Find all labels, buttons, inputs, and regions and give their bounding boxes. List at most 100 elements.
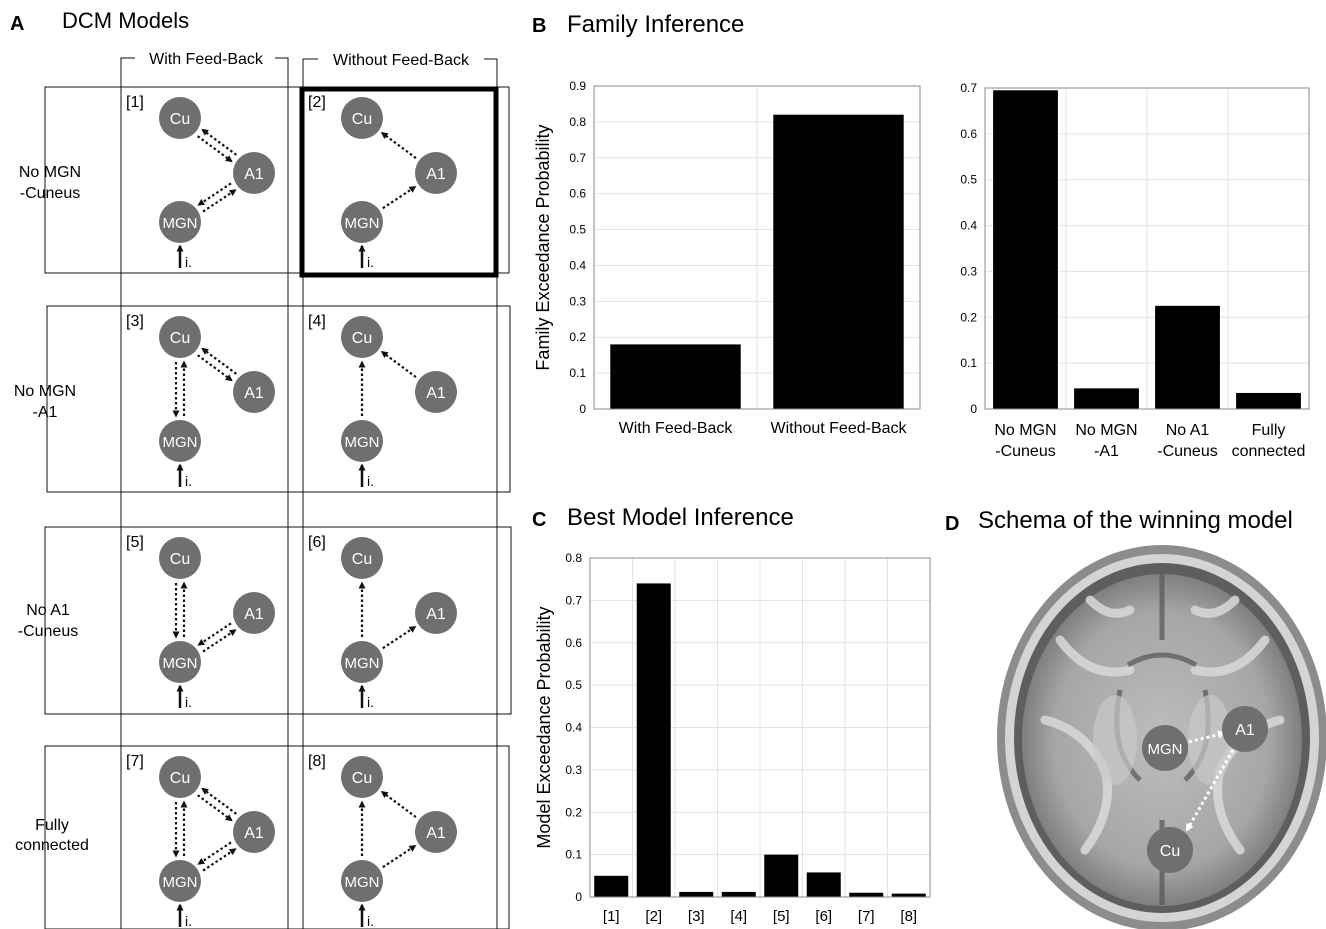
y-tick-label: 0.2 xyxy=(569,330,586,344)
cu-to-a1-connection xyxy=(197,354,233,382)
node-cu-label: Cu xyxy=(352,551,372,568)
x-tick-label: With Feed-Back xyxy=(619,420,734,437)
node-a1 xyxy=(233,371,275,413)
y-tick-label: 0 xyxy=(970,402,977,416)
y-tick-label: 0.6 xyxy=(569,187,586,201)
svg-text:No MGN: No MGN xyxy=(14,383,76,400)
row-label-4: Fully connected xyxy=(15,817,89,854)
model-id-label: [6] xyxy=(308,534,326,551)
a1-to-mgn-connection xyxy=(197,182,232,206)
svg-text:-A1: -A1 xyxy=(33,404,58,421)
model-id-label: [2] xyxy=(308,94,326,111)
panel-c-letter: C xyxy=(532,509,546,531)
bar xyxy=(849,892,884,897)
node-cu-label: Cu xyxy=(352,770,372,787)
panel-b-letter: B xyxy=(532,15,546,37)
bar xyxy=(721,891,756,897)
x-tick-label: -Cuneus xyxy=(995,443,1055,460)
x-tick-label: [2] xyxy=(645,908,662,925)
bar xyxy=(993,90,1058,410)
node-mgn xyxy=(341,860,383,902)
svg-text:-Cuneus: -Cuneus xyxy=(18,623,78,640)
node-mgn-label: MGN xyxy=(345,874,380,891)
node-mgn-label: MGN xyxy=(163,434,198,451)
node-cu xyxy=(341,537,383,579)
x-tick-label: No MGN xyxy=(1075,422,1137,439)
input-label: i. xyxy=(185,254,192,270)
node-a1-label: A1 xyxy=(244,606,264,623)
panel-c: C Best Model Inference 00.10.20.30.40.50… xyxy=(532,504,931,925)
a1-to-cu-connection xyxy=(380,791,417,818)
x-tick-label: [8] xyxy=(900,908,917,925)
svg-text:connected: connected xyxy=(15,837,89,854)
col-header-without-feedback: Without Feed-Back xyxy=(333,52,470,69)
node-cu-label: Cu xyxy=(170,330,190,347)
node-a1-label: A1 xyxy=(244,166,264,183)
a1-to-mgn-connection xyxy=(197,622,232,646)
svg-text:No MGN: No MGN xyxy=(19,164,81,181)
x-tick-label: No A1 xyxy=(1166,422,1210,439)
bar xyxy=(610,344,741,409)
row-frames xyxy=(44,86,512,929)
node-mgn xyxy=(341,420,383,462)
model-id-label: [4] xyxy=(308,313,326,330)
a1-to-cu-connection xyxy=(201,787,237,815)
y-tick-label: 0.4 xyxy=(569,258,586,272)
y-tick-label: 0.2 xyxy=(565,805,582,819)
y-tick-label: 0.3 xyxy=(960,264,977,278)
x-tick-label: Without Feed-Back xyxy=(770,420,907,437)
x-tick-label: [6] xyxy=(815,908,832,925)
model-1-diagram: [1] Cu A1 MGN i. xyxy=(126,94,275,270)
panel-d: D Schema of the winning model xyxy=(945,507,1326,929)
input-label: i. xyxy=(367,473,374,489)
node-cu-label: Cu xyxy=(352,111,372,128)
y-tick-label: 0.4 xyxy=(960,219,977,233)
y-tick-label: 0.3 xyxy=(565,763,582,777)
x-tick-label: -A1 xyxy=(1094,443,1119,460)
column-bracket-with-feedback xyxy=(120,57,289,929)
a1-to-cu-connection xyxy=(201,128,237,156)
y-tick-label: 0.5 xyxy=(569,223,586,237)
x-tick-label: connected xyxy=(1232,443,1306,460)
y-tick-label: 0.5 xyxy=(565,678,582,692)
y-tick-label: 0.7 xyxy=(565,593,582,607)
row-label-3: No A1 -Cuneus xyxy=(18,602,78,640)
node-a1-label: A1 xyxy=(244,385,264,402)
y-tick-label: 0.1 xyxy=(569,366,586,380)
y-tick-label: 0.1 xyxy=(960,356,977,370)
node-a1 xyxy=(415,592,457,634)
node-cu xyxy=(159,97,201,139)
node-mgn xyxy=(159,641,201,683)
node-mgn xyxy=(341,201,383,243)
y-tick-label: 0 xyxy=(579,402,586,416)
node-mgn-label: MGN xyxy=(1148,741,1183,758)
y-axis-label: Family Exceedance Probability xyxy=(533,124,553,370)
model-6-diagram: [6] Cu A1 MGN i. xyxy=(308,534,457,710)
bar xyxy=(594,875,629,897)
model-8-diagram: [8] Cu A1 MGN i. xyxy=(308,753,457,929)
model-3-diagram: [3] Cu A1 MGN i. xyxy=(126,313,275,489)
model-id-label: [1] xyxy=(126,94,144,111)
node-mgn xyxy=(159,420,201,462)
y-axis-label: Model Exceedance Probability xyxy=(534,606,554,848)
panel-a: A DCM Models With Feed-Back Without Feed… xyxy=(10,8,512,929)
chart-best-model: 0 0.1 0.2 0.3 0.4 0.5 0.6 0.7 0.8 [1] [2] [3] [4] [5]… xyxy=(534,551,931,925)
a1-to-mgn-connection xyxy=(197,841,232,865)
mgn-to-a1-connection xyxy=(202,189,237,213)
y-tick-label: 0.7 xyxy=(569,151,586,165)
y-tick-label: 0.8 xyxy=(565,551,582,565)
bar xyxy=(1074,388,1139,409)
node-cu xyxy=(159,316,201,358)
y-tick-label: 0.7 xyxy=(960,81,977,95)
node-cu xyxy=(1147,827,1193,873)
mgn-to-a1-connection xyxy=(202,848,237,872)
bar xyxy=(636,583,671,897)
input-label: i. xyxy=(367,694,374,710)
node-cu xyxy=(159,537,201,579)
model-id-label: [5] xyxy=(126,534,144,551)
input-label: i. xyxy=(185,913,192,929)
node-cu-label: Cu xyxy=(170,111,190,128)
x-tick-label: [4] xyxy=(730,908,747,925)
model-5-diagram: [5] Cu A1 MGN i. xyxy=(126,534,275,710)
node-a1-label: A1 xyxy=(426,385,446,402)
